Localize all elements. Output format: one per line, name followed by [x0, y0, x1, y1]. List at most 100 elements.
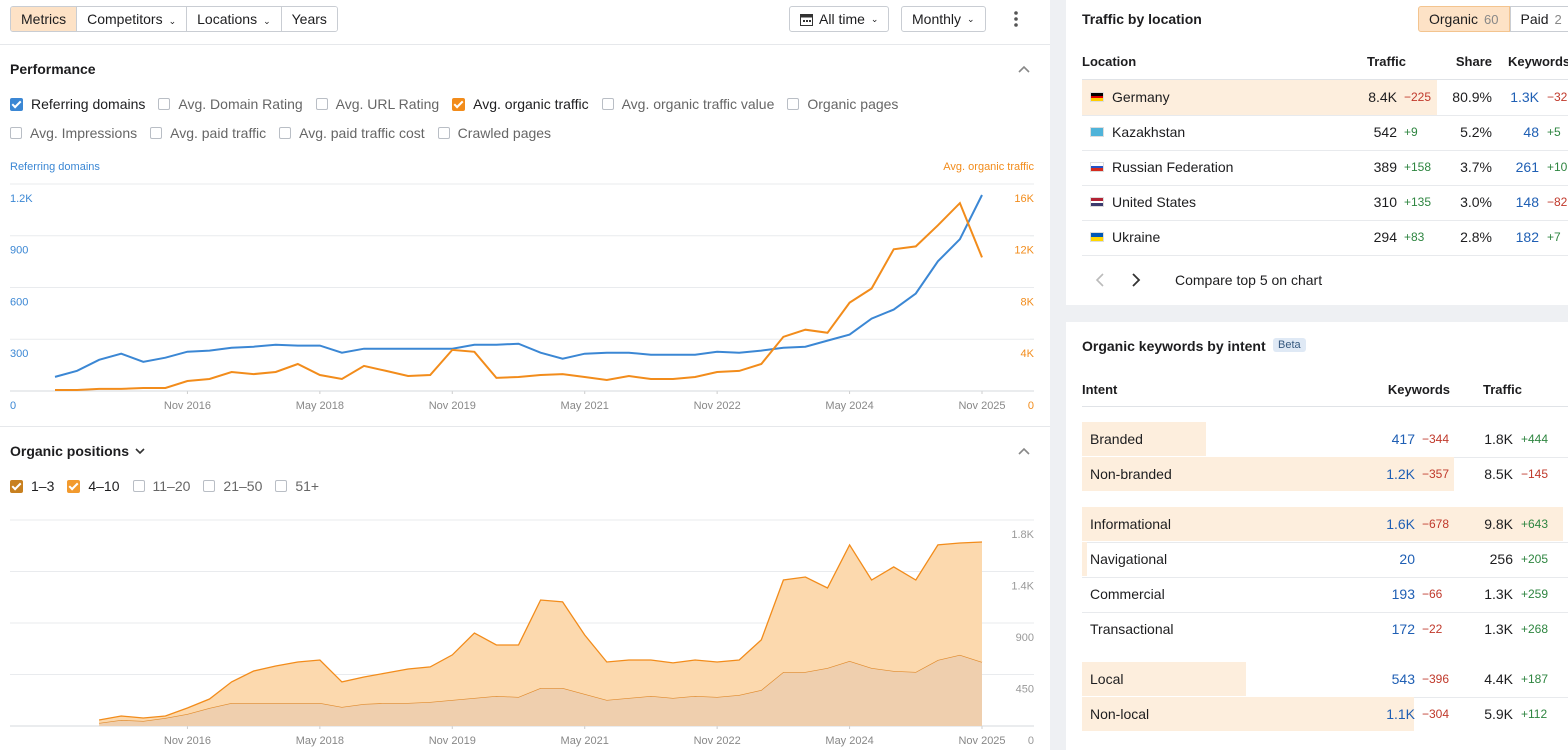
mode-label: Paid: [1520, 11, 1549, 27]
checkbox-item[interactable]: 21–50: [203, 477, 262, 495]
x-tick-label: Nov 2025: [958, 400, 1005, 412]
tab[interactable]: Competitors ⌄: [76, 7, 187, 31]
mode-button[interactable]: Paid 2: [1509, 6, 1568, 32]
checkbox[interactable]: [279, 127, 292, 139]
section-title: Performance: [10, 61, 96, 77]
more-menu[interactable]: [1012, 10, 1020, 28]
mode-button[interactable]: Organic 60: [1418, 6, 1510, 32]
share-bar: [1082, 542, 1087, 576]
y-tick-label: 450: [1016, 683, 1034, 695]
share-bar: [1082, 422, 1206, 456]
checkbox[interactable]: [203, 480, 216, 492]
period-button[interactable]: All time ⌄: [789, 6, 890, 32]
checkbox[interactable]: [437, 127, 450, 139]
checkbox-label: Crawled pages: [457, 125, 552, 141]
checkbox[interactable]: [275, 480, 288, 492]
intent-name: Informational: [1090, 516, 1171, 532]
next-arrow[interactable]: [1131, 273, 1141, 287]
x-tick-label: May 2021: [561, 400, 609, 412]
flag-stripe: [1091, 163, 1103, 166]
interval-button[interactable]: Monthly ⌄: [901, 6, 986, 32]
tab-label: Competitors: [87, 11, 163, 27]
traffic-change: −145: [1521, 467, 1549, 481]
intent-row: Local 543 −396 4.4K +187: [1082, 662, 1568, 698]
separator: [0, 44, 1050, 45]
intent-name: Commercial: [1090, 586, 1165, 602]
keywords-value: 1.3K: [1510, 89, 1539, 105]
keywords-value: 1.6K: [1386, 516, 1415, 532]
tab[interactable]: Metrics: [11, 7, 77, 31]
x-tick-label: Nov 2016: [164, 735, 211, 747]
checkbox-item[interactable]: 11–20: [132, 477, 190, 495]
checkbox[interactable]: [601, 98, 614, 110]
share-bar: [1082, 507, 1564, 541]
checkbox[interactable]: [158, 98, 171, 110]
area-line: [98, 541, 983, 721]
checkbox[interactable]: [150, 127, 163, 139]
flag-stripe: [1091, 130, 1103, 134]
compare-link[interactable]: Compare top 5 on chart: [1175, 272, 1323, 288]
section-title: Organic positions: [10, 443, 130, 459]
traffic-value: 256: [1489, 551, 1513, 567]
tab[interactable]: Years: [280, 7, 337, 31]
checkbox-item[interactable]: 1–3: [10, 477, 54, 495]
flag-stripe: [1091, 98, 1103, 102]
checkbox[interactable]: [10, 97, 23, 111]
collapse-icon[interactable]: [1017, 64, 1031, 74]
checkbox[interactable]: [10, 479, 23, 493]
traffic-value: 4.4K: [1484, 671, 1513, 687]
location-row: Kazakhstan 542 +9 5.2% 48 +5: [1082, 115, 1568, 151]
checkbox-item[interactable]: Referring domains: [10, 95, 145, 113]
flag-stripe: [1091, 133, 1103, 137]
y-tick-label: 1.2K: [10, 193, 33, 205]
intent-name: Non-local: [1090, 706, 1150, 722]
y-tick-label: 1.4K: [1011, 580, 1034, 592]
share-value: 5.2%: [1460, 124, 1492, 140]
section-header[interactable]: Organic positions: [10, 443, 145, 459]
y-tick-label: 900: [10, 245, 28, 257]
checkbox-item[interactable]: Avg. Domain Rating: [158, 95, 303, 113]
checkbox[interactable]: [315, 98, 328, 110]
location-name: Germany: [1112, 89, 1170, 105]
location-name: Russian Federation: [1112, 159, 1234, 175]
flag: [1090, 197, 1104, 207]
checkbox-label: 4–10: [88, 478, 120, 494]
y2-tick-label: 12K: [1014, 245, 1034, 257]
checkbox-label: Avg. organic traffic: [473, 96, 589, 112]
caret: ⌄: [168, 16, 177, 26]
collapse-icon[interactable]: [1017, 446, 1031, 456]
checkbox-item[interactable]: Crawled pages: [437, 124, 552, 142]
checkbox-item[interactable]: Organic pages: [787, 95, 898, 113]
checkbox-item[interactable]: Avg. organic traffic value: [601, 95, 774, 113]
checkbox[interactable]: [67, 479, 81, 493]
checkbox-item[interactable]: Avg. URL Rating: [315, 95, 439, 113]
checkbox-item[interactable]: Avg. paid traffic cost: [279, 124, 425, 142]
prev-arrow[interactable]: [1095, 273, 1105, 287]
intent-row: Non-local 1.1K −304 5.9K +112: [1082, 697, 1568, 732]
intent-name: Non-branded: [1090, 466, 1172, 482]
y-tick-label: 0: [1028, 735, 1034, 747]
keywords-value: 172: [1391, 621, 1415, 637]
checkbox-item[interactable]: Avg. organic traffic: [452, 95, 589, 113]
checkbox-item[interactable]: Avg. Impressions: [10, 124, 137, 142]
x-tick-label: Nov 2019: [429, 400, 476, 412]
location-row: Russian Federation 389 +158 3.7% 261 +10: [1082, 150, 1568, 186]
calendar-icon: [800, 13, 813, 26]
checkbox[interactable]: [787, 98, 800, 110]
checkbox-item[interactable]: 51+: [275, 477, 319, 495]
metric-checkboxes: Referring domains Avg. Domain Rating Avg. …: [10, 95, 950, 142]
column-header: Traffic: [1483, 382, 1523, 397]
flag-stripe: [1091, 235, 1103, 237]
traffic-value: 389: [1373, 159, 1397, 175]
x-tick-label: Nov 2022: [694, 400, 741, 412]
traffic-change: +83: [1404, 230, 1425, 244]
tab[interactable]: Locations ⌄: [186, 7, 281, 31]
checkbox-label: Avg. Domain Rating: [178, 96, 303, 112]
checkbox[interactable]: [132, 480, 145, 492]
checkbox-item[interactable]: Avg. paid traffic: [150, 124, 266, 142]
checkbox[interactable]: [10, 127, 22, 139]
checkbox-label: 51+: [295, 478, 320, 494]
checkbox-item[interactable]: 4–10: [67, 477, 120, 495]
checkbox[interactable]: [452, 97, 466, 111]
mode-count: 2: [1554, 12, 1562, 27]
